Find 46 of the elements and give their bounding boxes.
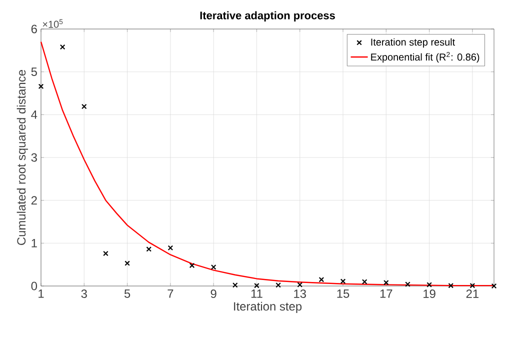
point xyxy=(383,280,389,286)
point xyxy=(60,44,66,50)
point xyxy=(297,282,303,288)
point xyxy=(362,279,368,284)
point xyxy=(38,84,44,90)
point xyxy=(470,282,476,288)
x-tick-label: 3 xyxy=(81,290,87,298)
y-tick-label: 2 xyxy=(31,196,37,205)
x-tick-label: 9 xyxy=(210,290,216,298)
point xyxy=(491,283,497,289)
text: ×10$^{5}$ xyxy=(42,19,63,28)
point xyxy=(103,250,108,256)
y-tick-label: 6 xyxy=(31,24,37,34)
point xyxy=(318,276,324,282)
point xyxy=(146,246,152,252)
x-axis-title: Iteration step xyxy=(234,302,302,313)
x-tick-label: 15 xyxy=(337,290,350,298)
y-tick-label: 0 xyxy=(31,282,38,290)
point xyxy=(189,262,195,268)
x-tick-label: 13 xyxy=(294,290,306,298)
y-tick-label: 5 xyxy=(31,68,37,76)
legend-label: Exponential fit (R$^{2}$: 0.86) xyxy=(371,52,480,63)
point xyxy=(448,282,454,288)
x-tick-label: 21 xyxy=(466,290,478,298)
x-tick-label: 5 xyxy=(124,290,130,298)
point xyxy=(232,282,238,288)
x-tick-label: 19 xyxy=(424,290,436,298)
point xyxy=(168,245,174,251)
x-tick-label: 11 xyxy=(251,290,262,298)
point xyxy=(254,282,260,288)
x-tick-label: 17 xyxy=(380,290,392,298)
point xyxy=(81,104,87,110)
point xyxy=(340,278,346,284)
legend-label: Iteration step result xyxy=(371,38,455,48)
y-tick-label: 1 xyxy=(32,239,37,248)
point xyxy=(276,282,281,288)
x-tick-label: 7 xyxy=(168,290,174,298)
point xyxy=(210,264,216,270)
chart-title: Iterative adaption process xyxy=(200,11,335,22)
y-tick-label: 3 xyxy=(31,153,37,162)
point xyxy=(124,260,130,266)
point xyxy=(405,282,410,287)
point xyxy=(426,282,432,288)
y-tick-label: 4 xyxy=(31,110,38,119)
x-tick-label: 1 xyxy=(38,290,44,298)
y-axis-title: Cumulated root squared distance xyxy=(16,70,28,245)
